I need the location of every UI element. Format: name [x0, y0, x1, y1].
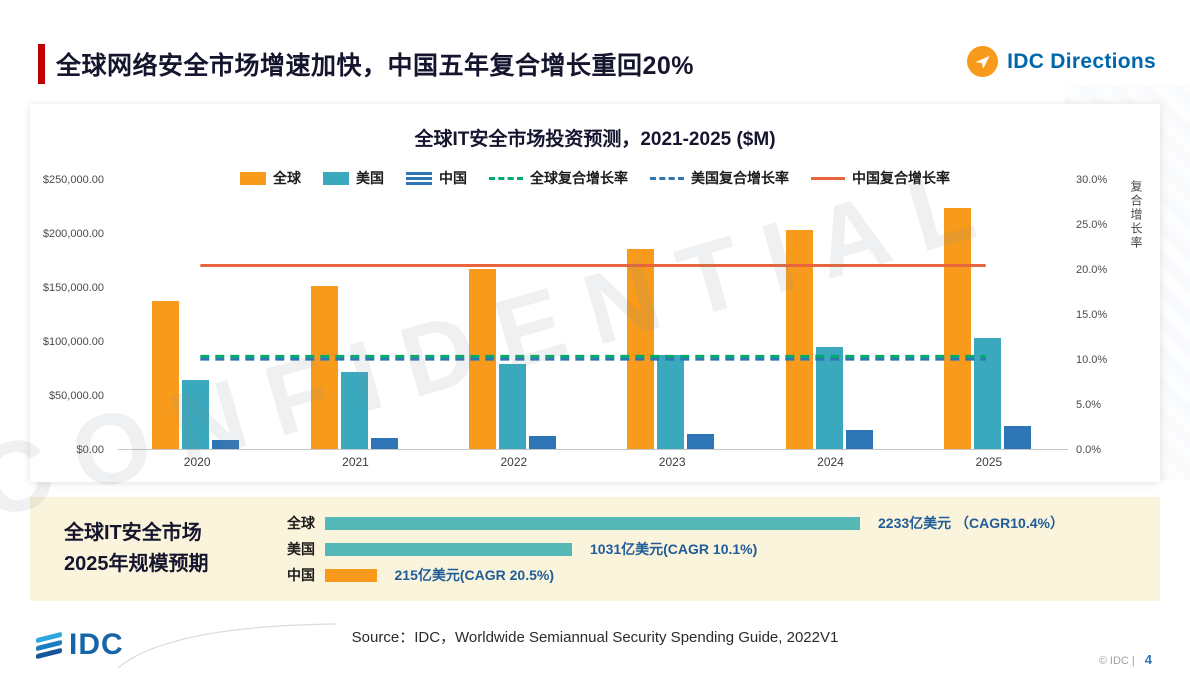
summary-value-text: 1031亿美元(CAGR 10.1%) — [590, 541, 758, 557]
brand-logo: IDC Directions — [967, 46, 1156, 77]
copyright-text: © IDC | — [1098, 655, 1135, 667]
summary-heading-line1: 全球IT安全市场 — [64, 522, 202, 544]
bar-美国-2020 — [182, 379, 210, 449]
legend-label: 美国 — [356, 170, 384, 186]
legend-item-美国: 美国 — [323, 168, 384, 188]
legend-label: 全球 — [273, 170, 301, 186]
summary-row-label: 中国 — [287, 567, 315, 583]
legend-item-全球: 全球 — [240, 168, 301, 188]
x-tick-2022: 2022 — [500, 455, 528, 469]
bar-全球-2020 — [152, 301, 180, 449]
summary-row-label: 全球 — [287, 515, 315, 531]
page-title: 全球网络安全市场增速加快，中国五年复合增长重回20% — [56, 52, 695, 80]
summary-value-text: 2233亿美元 （CAGR10.4%） — [878, 515, 1064, 531]
y-left-tick: $250,000.00 — [42, 174, 104, 186]
title-bar: 全球网络安全市场增速加快，中国五年复合增长重回20% — [38, 44, 694, 84]
bar-全球-2021 — [310, 285, 338, 449]
bar-中国-2020 — [212, 439, 240, 449]
source-text: Source：IDC，Worldwide Semiannual Security… — [351, 629, 839, 646]
summary-row-中国: 中国 215亿美元(CAGR 20.5%) — [255, 567, 1160, 583]
summary-bar-美国 — [325, 542, 572, 556]
bar-全球-2023 — [627, 249, 655, 449]
idc-logo-mark-icon — [36, 631, 62, 659]
summary-value-text: 215亿美元(CAGR 20.5%) — [394, 567, 555, 583]
legend-swatch-icon — [811, 176, 845, 180]
y-axis-right: 30.0% 25.0% 20.0% 15.0% 10.0% 5.0% 0.0% — [1074, 174, 1120, 456]
legend-swatch-icon — [489, 176, 523, 180]
footer-decorative-curve — [118, 623, 337, 669]
y-right-tick: 20.0% — [1076, 264, 1108, 276]
plot-area: 2020 2021 2022 2023 2024 2025 — [118, 180, 1068, 469]
summary-bar-中国 — [325, 568, 377, 582]
summary-row-美国: 美国 1031亿美元(CAGR 10.1%) — [255, 541, 1160, 557]
bar-中国-2025 — [1003, 425, 1031, 449]
y-right-tick: 25.0% — [1076, 219, 1108, 231]
summary-band: 全球IT安全市场 2025年规模预期 全球 2233亿美元 （CAGR10.4%）… — [30, 497, 1160, 601]
bar-美国-2023 — [657, 355, 685, 449]
summary-heading-line2: 2025年规模预期 — [64, 553, 209, 575]
idc-logo: IDC — [36, 628, 124, 662]
idc-logo-text: IDC — [69, 628, 124, 661]
bar-中国-2021 — [370, 437, 398, 449]
bar-全球-2025 — [943, 207, 971, 449]
legend-swatch-icon — [240, 171, 266, 185]
y-left-tick: $200,000.00 — [42, 228, 104, 240]
bar-美国-2025 — [973, 337, 1001, 449]
y-left-tick: $50,000.00 — [48, 390, 104, 402]
summary-bar-全球 — [325, 516, 860, 530]
legend-label: 中国 — [439, 170, 467, 186]
page-number: 4 — [1144, 652, 1152, 667]
legend-item-全球复合增长率: 全球复合增长率 — [489, 168, 628, 188]
bar-美国-2024 — [815, 346, 843, 449]
legend-item-中国: 中国 — [406, 168, 467, 188]
legend-label: 美国复合增长率 — [691, 170, 789, 186]
summary-heading: 全球IT安全市场 2025年规模预期 — [30, 518, 255, 580]
x-tick-2020: 2020 — [183, 455, 211, 469]
legend-item-中国复合增长率: 中国复合增长率 — [811, 168, 950, 188]
y-left-tick: $0.00 — [76, 444, 104, 456]
growth-rate-lines — [200, 264, 986, 361]
summary-row-label: 美国 — [287, 541, 315, 557]
bar-中国-2022 — [528, 435, 556, 449]
y-right-tick: 30.0% — [1076, 174, 1108, 186]
legend-item-美国复合增长率: 美国复合增长率 — [650, 168, 789, 188]
summary-rows: 全球 2233亿美元 （CAGR10.4%） 美国 1031亿美元(CAGR 10.1… — [255, 515, 1160, 583]
legend-swatch-icon — [323, 171, 349, 185]
chart-title: 全球IT安全市场投资预测，2021-2025 ($M) — [414, 129, 776, 150]
chart-card: 全球IT安全市场投资预测，2021-2025 ($M) 全球 美国 中国 全球复合增长… — [30, 104, 1160, 482]
copyright: © IDC | 4 — [1099, 652, 1152, 667]
legend-label: 全球复合增长率 — [530, 170, 628, 186]
x-tick-2023: 2023 — [658, 455, 686, 469]
title-accent-bar — [38, 44, 45, 84]
y-right-tick: 5.0% — [1076, 399, 1102, 411]
paper-plane-icon — [967, 46, 999, 77]
y-left-tick: $100,000.00 — [42, 336, 104, 348]
y-right-tick: 0.0% — [1076, 444, 1102, 456]
y-right-tick: 10.0% — [1076, 354, 1108, 366]
x-tick-2025: 2025 — [975, 455, 1003, 469]
y-left-tick: $150,000.00 — [42, 282, 104, 294]
x-tick-2021: 2021 — [342, 455, 369, 469]
legend-swatch-icon — [650, 176, 684, 180]
legend-label: 中国复合增长率 — [852, 170, 950, 186]
summary-row-全球: 全球 2233亿美元 （CAGR10.4%） — [255, 515, 1160, 531]
bar-中国-2024 — [845, 430, 873, 449]
legend-swatch-icon — [406, 171, 432, 185]
bar-中国-2023 — [687, 433, 715, 449]
bar-美国-2021 — [340, 372, 368, 449]
y-right-tick: 15.0% — [1076, 309, 1108, 321]
x-tick-2024: 2024 — [817, 455, 844, 469]
brand-text: IDC Directions — [1007, 49, 1156, 73]
bar-美国-2022 — [498, 363, 526, 449]
legend: 全球 美国 中国 全球复合增长率 美国复合增长率 中国复合增长率 — [30, 168, 1160, 188]
right-axis-title: 复合增长率 — [1129, 180, 1143, 250]
y-axis-left: $250,000.00 $200,000.00 $150,000.00 $100,00… — [30, 174, 110, 456]
